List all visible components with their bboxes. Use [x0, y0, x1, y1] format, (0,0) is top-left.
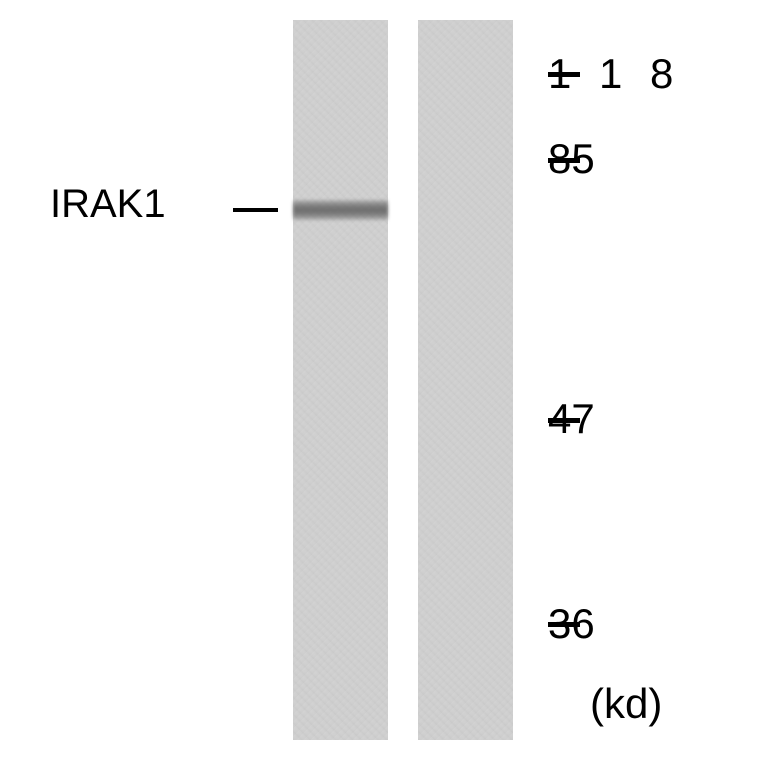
protein-label-irak1: IRAK1: [50, 182, 166, 227]
marker-label-47: 47: [548, 395, 595, 443]
irak1-protein-band: [293, 200, 388, 220]
marker-label-36: 36: [548, 600, 595, 648]
blot-lane-2: [418, 20, 513, 740]
marker-label-118: 1 1 8: [548, 50, 681, 98]
blot-lane-1: [293, 20, 388, 740]
western-blot-figure: IRAK1 1 1 8 85 47 36 (kd): [0, 20, 764, 740]
marker-label-85: 85: [548, 135, 595, 183]
unit-label-kd: (kd): [590, 680, 662, 728]
protein-label-tick: [233, 208, 278, 212]
